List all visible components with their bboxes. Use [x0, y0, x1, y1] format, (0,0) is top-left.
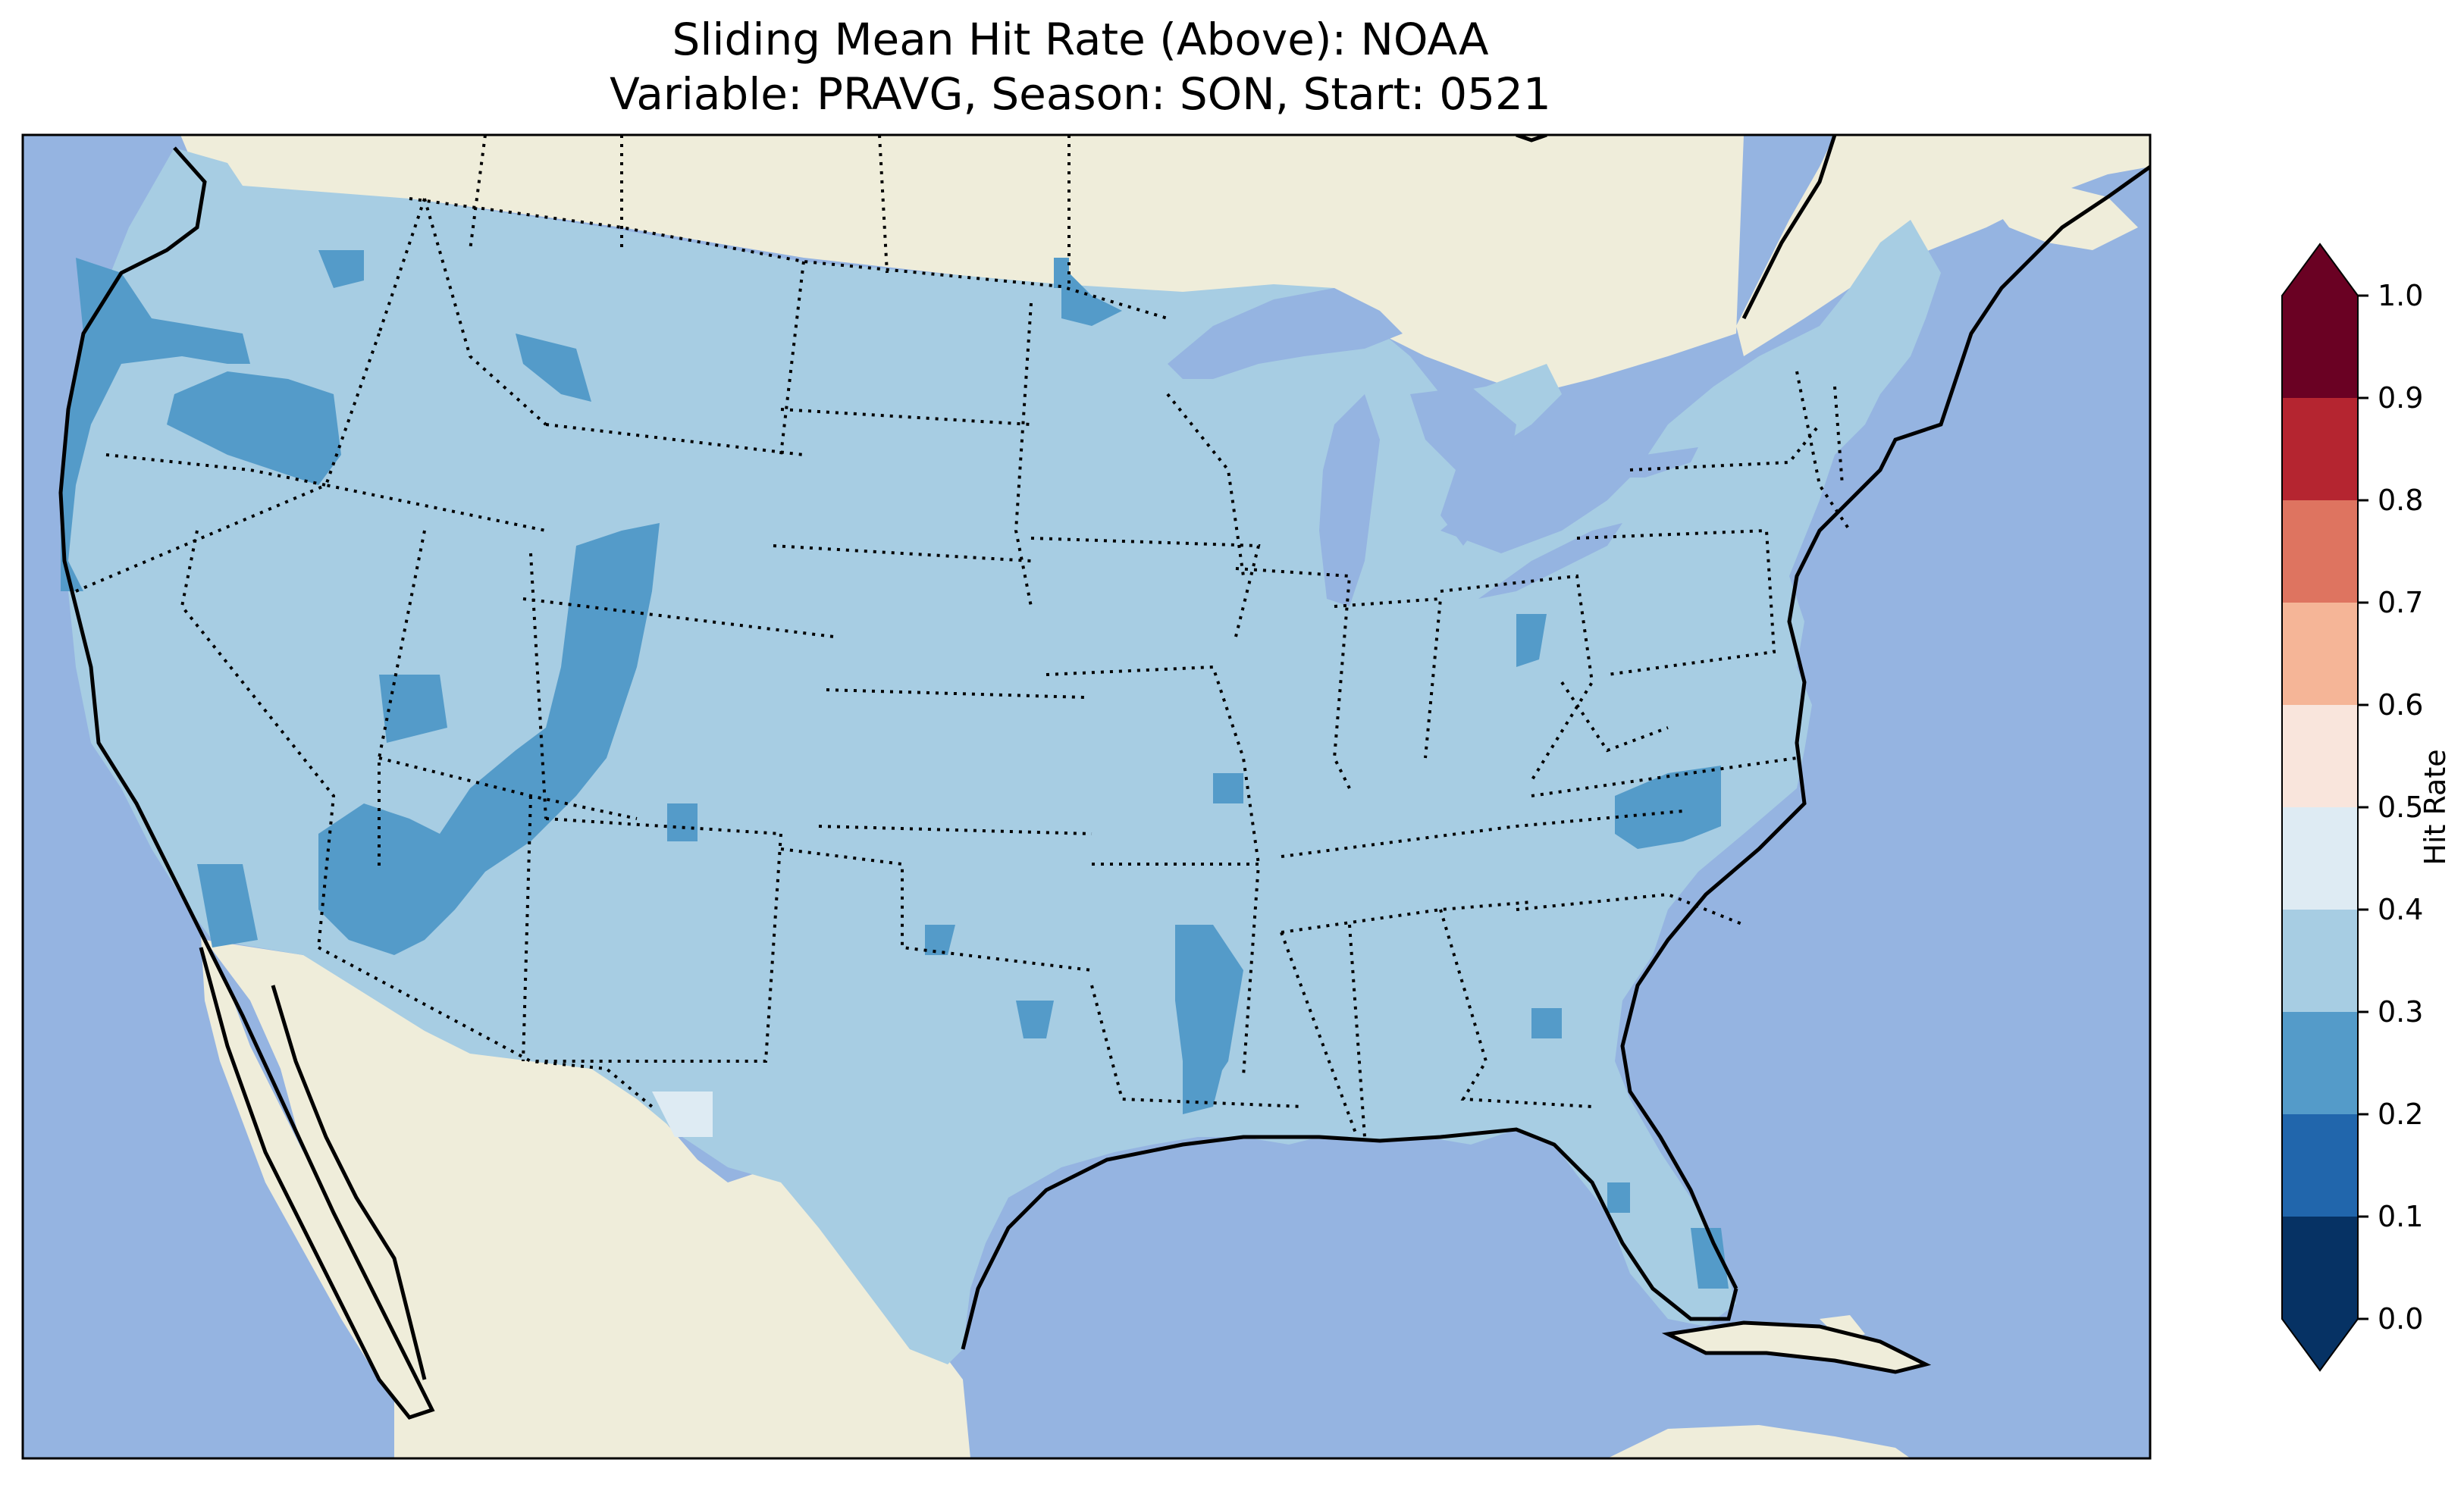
- patch-idaho-north: [318, 250, 364, 288]
- patch-florida-keys: [1607, 1182, 1630, 1213]
- canada-land: [180, 135, 2150, 394]
- coast-mexico-west: [271, 985, 427, 1380]
- border-nm-tx: [531, 833, 782, 1063]
- lake-superior: [1168, 288, 1403, 379]
- border-ks-ok: [818, 825, 1092, 835]
- patch-ohio: [1516, 614, 1547, 667]
- south-america-land: [1607, 1425, 1911, 1458]
- patch-pacific-northwest: [61, 258, 250, 591]
- patch-nevada: [379, 675, 447, 743]
- border-id-mt: [423, 198, 547, 426]
- map-frame: [21, 133, 2152, 1460]
- border-wv: [1560, 681, 1669, 753]
- hit-rate-low-patches: [61, 250, 1729, 1289]
- border-ne-ks: [826, 688, 1085, 699]
- patch-california-south: [197, 864, 258, 947]
- border-wa-or: [105, 453, 327, 487]
- patch-montana: [1061, 265, 1122, 326]
- border-ca-nv: [180, 530, 336, 948]
- patch-georgia: [1531, 1008, 1562, 1038]
- patch-oklahoma: [925, 925, 955, 955]
- border-ok-tx: [780, 847, 1092, 972]
- border-mo: [1045, 665, 1260, 865]
- map-title-line1: Sliding Mean Hit Rate (Above): NOAA: [672, 14, 1489, 65]
- border-wy-co: [522, 597, 835, 638]
- border-mn: [1014, 302, 1033, 607]
- border-ky-tn: [1281, 810, 1684, 858]
- coast-baja: [199, 938, 435, 1420]
- map-title-line2: Variable: PRAVG, Season: SON, Start: 052…: [610, 68, 1551, 120]
- border-wa-id: [378, 198, 426, 334]
- border-ar: [1092, 863, 1261, 1077]
- border-co-nm: [545, 817, 782, 835]
- border-wy-mt: [545, 423, 804, 456]
- state-borders: [75, 135, 1851, 1138]
- patch-texas-west-high: [652, 1092, 713, 1137]
- border-mexico: [318, 946, 654, 1108]
- lake-ontario: [1600, 447, 1698, 478]
- border-oh: [1440, 574, 1594, 782]
- border-bc-ab: [469, 135, 487, 251]
- patch-texas-north: [1016, 1001, 1054, 1038]
- coast-canada-east: [1516, 135, 1837, 320]
- border-az-nm: [522, 795, 532, 1062]
- border-new-england: [1795, 371, 1851, 532]
- map-area: [23, 135, 2150, 1458]
- lake-erie: [1478, 523, 1622, 599]
- border-vt-nh: [1833, 386, 1844, 486]
- patch-north-carolina: [1615, 766, 1721, 849]
- patch-colorado-west: [667, 803, 698, 841]
- lake-huron: [1410, 387, 1516, 546]
- patch-oregon-east: [167, 371, 341, 485]
- patch-north-dakota: [1054, 258, 1069, 288]
- coast-cuba: [1661, 1320, 1932, 1374]
- border-ny: [1629, 423, 1821, 471]
- coastlines: [58, 135, 2150, 1420]
- patch-florida-south: [1691, 1228, 1729, 1289]
- coast-atlantic: [1620, 164, 2150, 1290]
- cuba-land: [1668, 1323, 1926, 1372]
- coast-gulf: [961, 1127, 1738, 1350]
- patch-missouri: [1213, 773, 1243, 803]
- border-or-ca-nv: [75, 483, 547, 593]
- border-ia: [1030, 537, 1261, 637]
- lake-michigan: [1319, 394, 1380, 606]
- border-sd-ne: [773, 544, 1032, 562]
- maritimes-land: [1986, 182, 2138, 250]
- coast-pacific: [58, 146, 207, 941]
- patch-wyoming-utah: [318, 523, 660, 955]
- border-il: [1235, 567, 1352, 789]
- patch-idaho-central: [516, 334, 591, 402]
- border-la: [1090, 985, 1305, 1108]
- patch-louisiana-north: [1183, 1046, 1228, 1114]
